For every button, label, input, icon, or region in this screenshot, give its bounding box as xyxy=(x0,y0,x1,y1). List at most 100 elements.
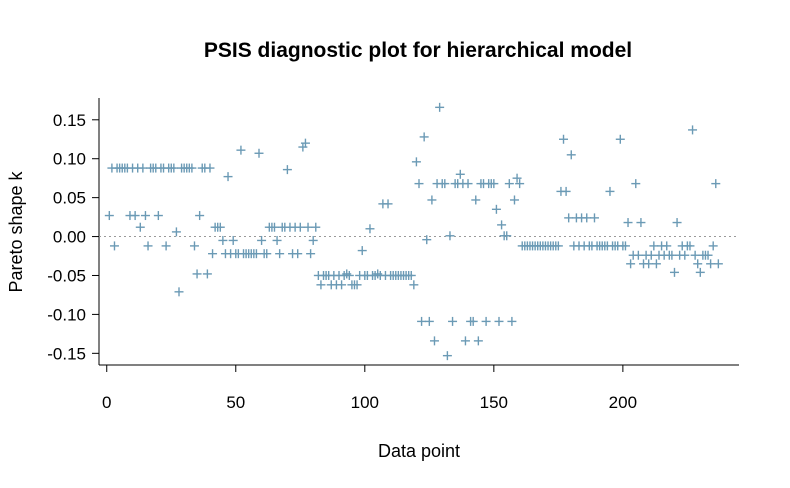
x-axis-ticks: 0 50 100 150 200 xyxy=(102,365,637,412)
data-point xyxy=(311,222,321,232)
data-point xyxy=(109,241,119,251)
data-point xyxy=(708,241,718,251)
data-point xyxy=(300,138,310,148)
data-point xyxy=(308,235,318,245)
chart-title: PSIS diagnostic plot for hierarchical mo… xyxy=(204,39,632,62)
data-point xyxy=(140,211,150,221)
data-point xyxy=(631,179,641,189)
data-point xyxy=(693,259,703,269)
data-point xyxy=(306,249,316,259)
data-point xyxy=(445,231,455,241)
data-point xyxy=(262,249,272,259)
data-point xyxy=(688,125,698,135)
data-point xyxy=(559,134,569,144)
data-point xyxy=(223,172,233,182)
data-point xyxy=(218,235,228,245)
data-point xyxy=(626,259,636,269)
data-point xyxy=(169,163,179,173)
data-point xyxy=(202,269,212,279)
data-point xyxy=(422,235,432,245)
y-axis-ticks: 0.15 0.10 0.05 0.00 -0.05 -0.10 -0.15 xyxy=(47,111,99,363)
data-point xyxy=(195,211,205,221)
x-tick-label: 100 xyxy=(351,393,379,412)
data-point xyxy=(667,250,677,260)
data-point xyxy=(228,235,238,245)
data-point xyxy=(481,316,491,326)
data-point xyxy=(561,186,571,196)
data-point xyxy=(672,218,682,228)
data-point xyxy=(515,179,525,189)
y-tick-label: -0.10 xyxy=(47,305,86,324)
data-point xyxy=(272,235,282,245)
data-point xyxy=(189,241,199,251)
data-point xyxy=(553,241,563,251)
y-tick-label: 0.10 xyxy=(53,150,86,169)
data-point xyxy=(703,250,713,260)
data-point xyxy=(489,179,499,189)
data-point xyxy=(636,218,646,228)
data-point xyxy=(435,102,445,112)
data-point xyxy=(303,222,313,232)
data-point xyxy=(669,267,679,277)
data-point xyxy=(424,316,434,326)
data-point xyxy=(504,179,514,189)
data-point xyxy=(473,336,483,346)
data-point xyxy=(649,241,659,251)
data-point xyxy=(497,220,507,230)
data-point xyxy=(502,231,512,241)
y-tick-label: 0.05 xyxy=(53,189,86,208)
data-point xyxy=(651,259,661,269)
data-point xyxy=(275,249,285,259)
data-point xyxy=(455,169,465,179)
data-point xyxy=(512,173,522,183)
data-point xyxy=(680,250,690,260)
data-point xyxy=(417,316,427,326)
data-point xyxy=(644,259,654,269)
data-point xyxy=(352,280,362,290)
data-point xyxy=(690,250,700,260)
y-tick-label: 0.00 xyxy=(53,228,86,247)
data-point xyxy=(419,132,429,142)
data-point xyxy=(337,280,347,290)
data-point xyxy=(251,249,261,259)
data-point xyxy=(161,241,171,251)
data-point xyxy=(589,213,599,223)
data-points xyxy=(104,102,723,361)
data-point xyxy=(316,280,326,290)
data-point xyxy=(646,250,656,260)
data-point xyxy=(605,186,615,196)
y-axis-label: Pareto shape k xyxy=(6,170,26,292)
data-point xyxy=(685,241,695,251)
data-point xyxy=(706,259,716,269)
data-point xyxy=(153,211,163,221)
data-point xyxy=(269,222,279,232)
data-point xyxy=(344,270,354,280)
data-point xyxy=(711,179,721,189)
data-point xyxy=(254,148,264,158)
y-tick-label: -0.15 xyxy=(47,344,86,363)
data-point xyxy=(171,227,181,237)
data-point xyxy=(357,246,367,256)
data-point xyxy=(615,134,625,144)
data-point xyxy=(414,179,424,189)
data-point xyxy=(440,179,450,189)
data-point xyxy=(215,222,225,232)
data-point xyxy=(409,280,419,290)
data-point xyxy=(383,199,393,209)
data-point xyxy=(662,241,672,251)
data-point xyxy=(187,163,197,173)
data-point xyxy=(491,204,501,214)
x-tick-label: 150 xyxy=(480,393,508,412)
data-point xyxy=(448,316,458,326)
data-point xyxy=(494,316,504,326)
data-point xyxy=(282,165,292,175)
data-point xyxy=(623,218,633,228)
data-point xyxy=(713,259,723,269)
x-tick-label: 200 xyxy=(609,393,637,412)
data-point xyxy=(507,316,517,326)
x-axis-label: Data point xyxy=(378,441,460,461)
data-point xyxy=(427,195,437,205)
data-point xyxy=(293,249,303,259)
x-tick-label: 50 xyxy=(226,393,245,412)
